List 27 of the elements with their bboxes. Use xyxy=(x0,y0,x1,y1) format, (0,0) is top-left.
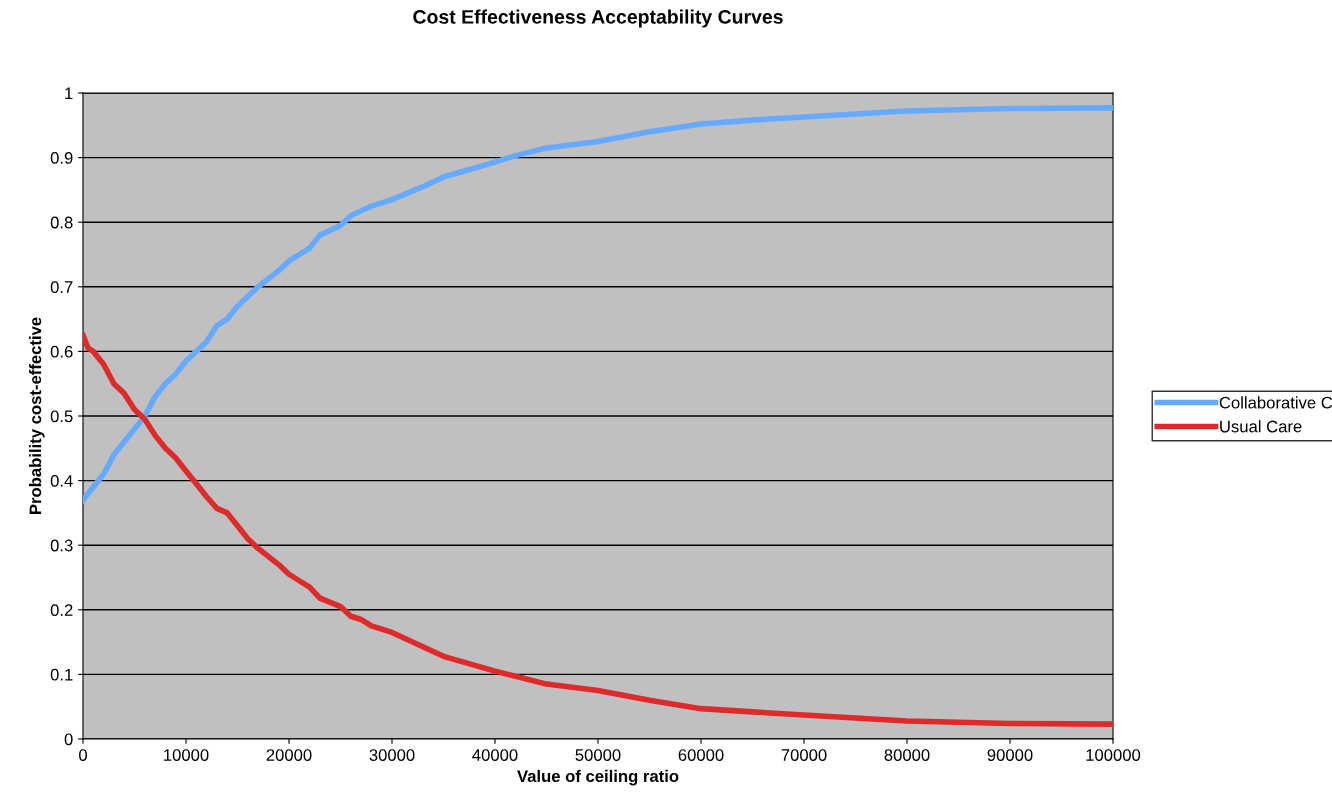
y-tick-label: 0 xyxy=(64,733,73,746)
x-tick-label: 60000 xyxy=(678,749,724,761)
y-tick-label: 1 xyxy=(65,87,73,100)
y-tick-label: 0.9 xyxy=(50,152,73,164)
y-tick-label: 0.3 xyxy=(50,539,73,552)
x-tick-label: 90000 xyxy=(987,749,1033,761)
x-tick-label: 70000 xyxy=(781,749,827,761)
legend-label: Collaborative C xyxy=(1219,396,1332,409)
x-tick-label: 30000 xyxy=(369,749,415,761)
y-tick-label: 0.4 xyxy=(50,475,73,487)
x-tick-label: 40000 xyxy=(472,749,518,761)
y-tick-label: 0.5 xyxy=(50,410,73,423)
y-axis-title: Probability cost-effective xyxy=(29,317,45,514)
legend-label: Usual Care xyxy=(1220,420,1302,433)
x-tick-label: 0 xyxy=(79,749,87,761)
y-tick-label: 0.1 xyxy=(50,668,73,681)
x-tick-label: 100000 xyxy=(1086,749,1141,761)
y-tick-label: 0.6 xyxy=(50,345,73,358)
chart-title: Cost Effectiveness Acceptability Curves xyxy=(413,9,783,28)
x-tick-label: 50000 xyxy=(575,749,621,761)
x-tick-label: 20000 xyxy=(266,749,312,761)
y-tick-label: 0.8 xyxy=(50,216,73,229)
x-axis-title: Value of ceiling ratio xyxy=(517,769,679,786)
y-tick-label: 0.2 xyxy=(50,604,73,616)
x-tick-label: 80000 xyxy=(884,749,930,761)
y-tick-label: 0.7 xyxy=(50,281,73,293)
x-tick-label: 10000 xyxy=(164,749,209,761)
